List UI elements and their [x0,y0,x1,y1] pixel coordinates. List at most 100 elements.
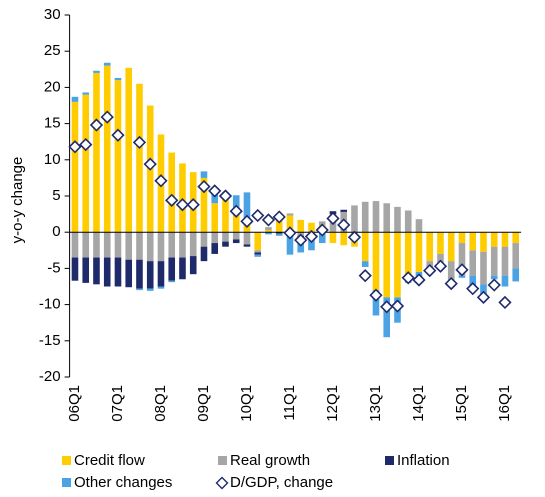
bar-segment [480,284,487,296]
bar-segment [146,261,154,289]
y-tick-label: 30 [44,6,61,23]
bar-segment [512,243,520,269]
diamond-marker [143,157,157,171]
bar-segment [490,275,498,280]
diamond-marker [154,174,168,188]
diamond-marker [111,128,125,142]
bar-segment [146,288,154,291]
bar-segment [469,232,477,251]
bar-segment [243,244,251,247]
bar-segment [361,232,369,262]
bar-segment [114,232,122,258]
bar-segment [329,232,337,244]
bar-segment [168,232,176,258]
diamond-marker [433,259,448,273]
bar-segment [394,206,401,233]
diamond-marker [401,271,415,285]
bar-segment [275,221,283,233]
diamond-marker [380,300,394,314]
bar-segment [426,261,434,267]
diamond-marker [466,282,480,296]
bar-segment [286,213,294,216]
bar-segment [383,297,391,338]
diamond-marker [326,211,340,226]
diamond-marker [337,218,351,232]
bar-segment [200,246,208,262]
diamond-marker [444,276,458,291]
y-tick-label: 15 [44,115,61,132]
bar-segment [383,203,391,233]
x-tick-label: 13Q1 [367,385,384,422]
bar-segment [222,232,229,242]
bar-segment [383,232,391,298]
bar-segment [168,152,176,233]
bar-segment [361,201,369,233]
bar-segment [501,275,509,287]
y-tick-label: 20 [44,78,61,95]
bar-segment [125,232,133,260]
diamond-marker [423,263,437,278]
bar-segment [146,232,154,262]
legend-swatch [62,456,71,465]
diamond-marker [294,233,308,247]
y-tick-label: 25 [44,42,61,59]
bar-segment [501,246,509,276]
bar-segment [93,257,100,285]
y-tick-label: 10 [44,151,61,168]
x-tick-label: 16Q1 [496,385,513,422]
bar-segment [71,101,79,233]
diamond-marker [369,288,383,302]
bar-segment [211,203,219,233]
diamond-marker [304,229,319,244]
bar-segment [254,252,262,255]
bar-segment [136,232,143,260]
bar-segment [404,232,412,276]
bar-segment [404,210,412,233]
bar-segment [447,261,455,283]
bar-segment [458,232,466,244]
bar-segment [286,234,294,255]
bar-segment [114,77,122,81]
bar-segment [125,259,133,288]
diamond-marker [390,299,405,313]
bar-segment [211,232,219,244]
bar-segment [200,171,208,178]
bar-segment [394,232,401,298]
x-tick-label: 14Q1 [410,385,427,422]
bar-segment [308,239,315,251]
diamond-marker [455,263,469,277]
bar-segment [93,232,100,258]
legend-marker [215,476,229,490]
y-tick-label: -15 [39,332,61,349]
bar-segment [157,286,165,289]
diamond-marker [218,189,233,203]
bar-segment [437,232,444,254]
x-tick-label: 12Q1 [324,385,341,422]
diamond-marker [283,226,297,240]
y-tick-label: -10 [39,296,61,313]
bar-segment [243,192,251,218]
x-tick-label: 09Q1 [195,385,212,422]
bar-segment [372,232,380,291]
bar-segment [82,257,90,283]
diamond-marker [89,118,104,132]
diamond-marker [175,198,190,212]
diamond-marker [476,290,491,304]
bar-segment [426,232,434,262]
bar-segment [179,163,186,233]
bar-segment [415,232,423,273]
bar-segment [82,232,90,258]
bar-segment [447,232,455,262]
bar-segment [125,67,133,233]
legend-label: Credit flow [74,452,145,469]
y-tick-label: 0 [52,223,60,240]
bar-segment [222,241,229,247]
diamond-marker [208,184,222,198]
bar-segment [318,221,326,225]
legend-swatch [385,456,394,465]
x-tick-label: 06Q1 [66,385,83,422]
bar-segment [351,205,358,233]
x-tick-label: 11Q1 [281,385,298,421]
diamond-marker [197,179,211,194]
diamond-marker [240,214,254,228]
